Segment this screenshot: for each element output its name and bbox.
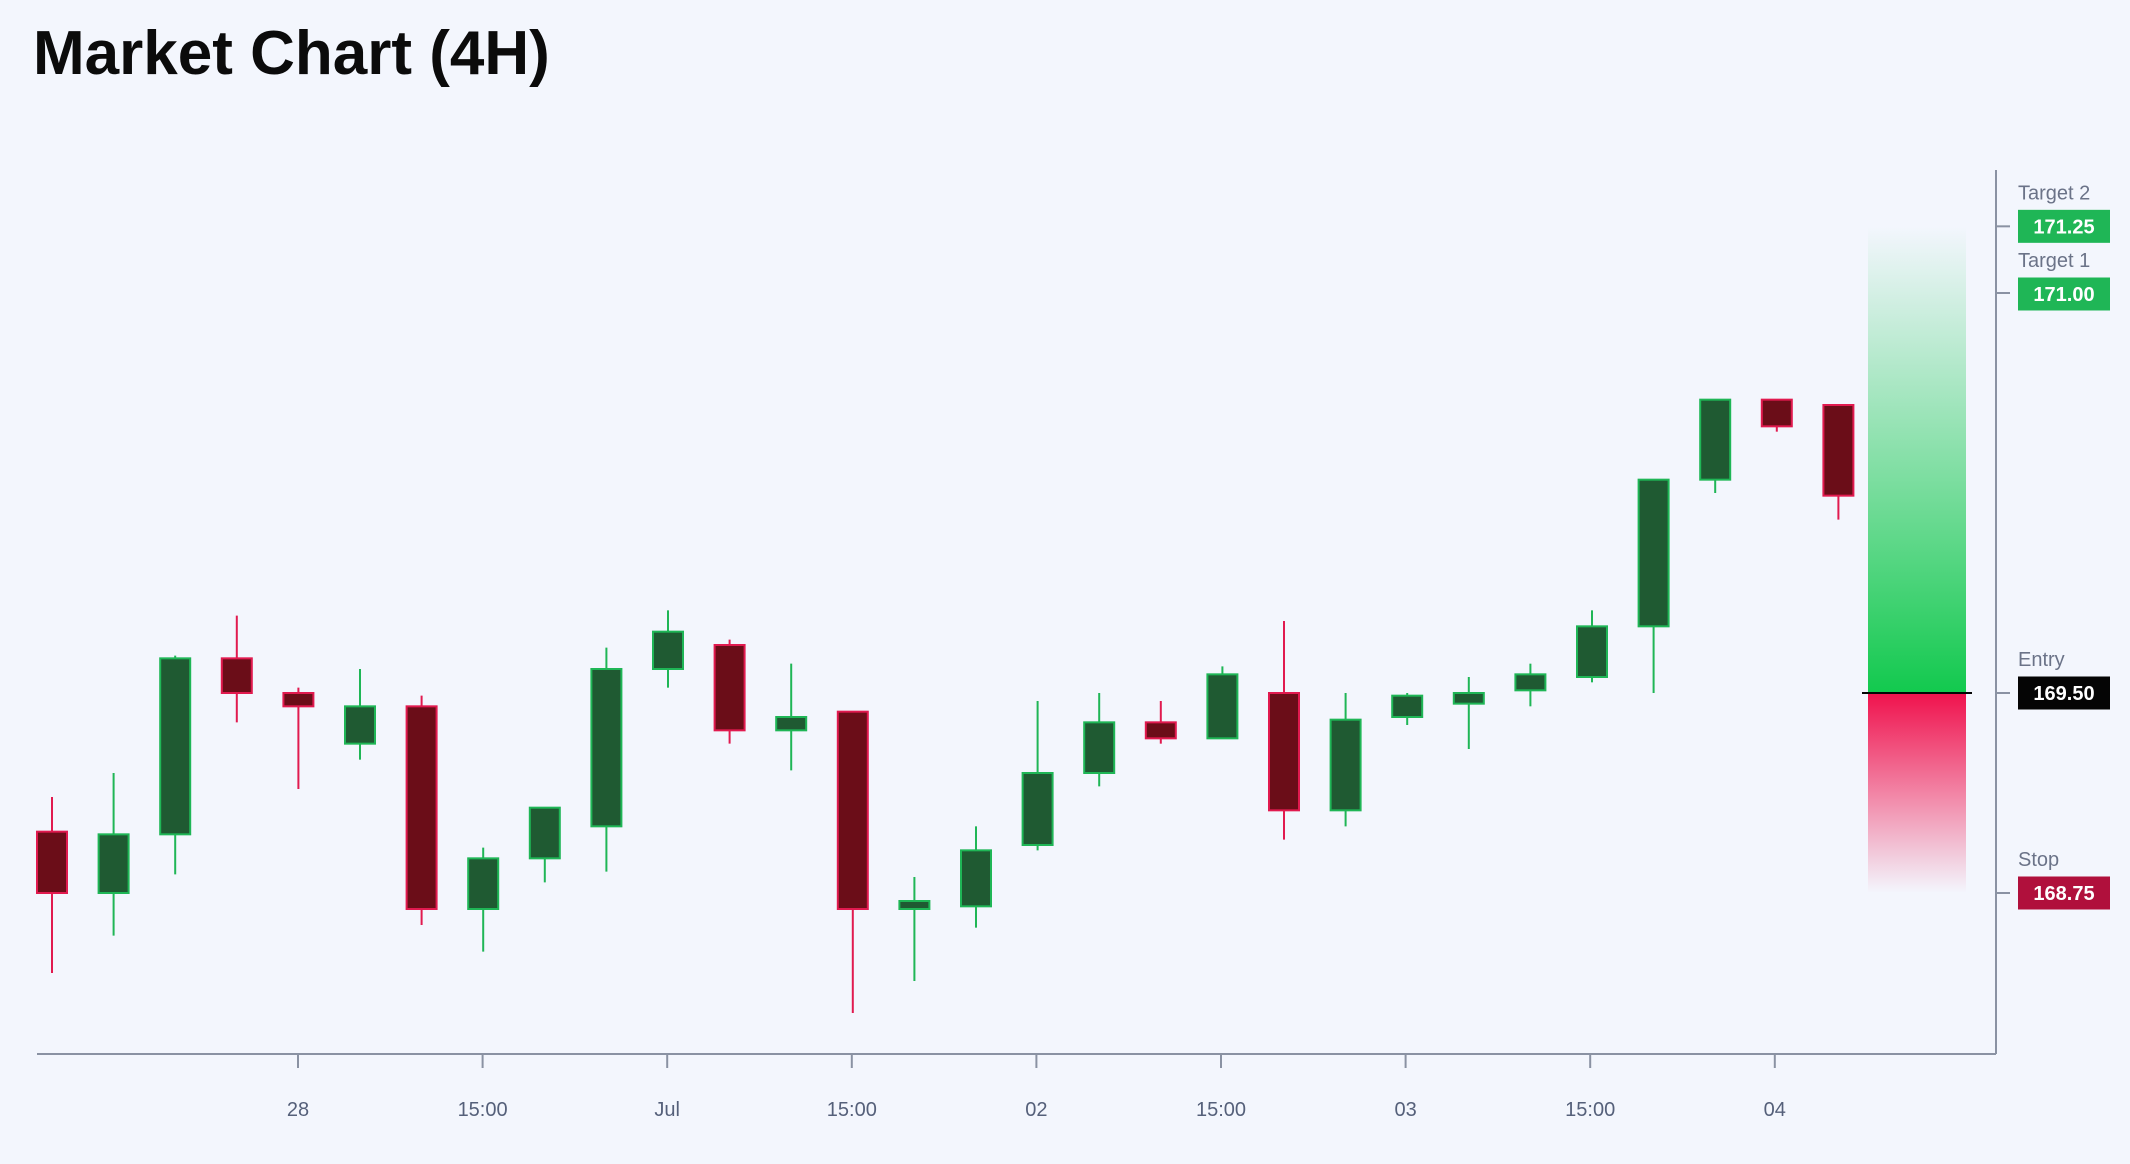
candle-body — [960, 849, 992, 908]
candle-body — [1144, 721, 1177, 740]
level-value: 171.25 — [2033, 216, 2094, 238]
candle — [405, 695, 438, 925]
candle — [1268, 621, 1300, 840]
x-tick-label: 15:00 — [458, 1099, 508, 1121]
candle-body — [528, 806, 561, 860]
candle-body — [1699, 398, 1732, 481]
candle — [1144, 701, 1177, 744]
candle — [1760, 398, 1793, 432]
candle-body — [467, 857, 500, 910]
candle-body — [590, 668, 623, 828]
candle-body — [1329, 718, 1362, 812]
x-tick-label: Jul — [654, 1099, 680, 1121]
candle — [467, 847, 500, 952]
candle — [1699, 398, 1732, 493]
candle — [1452, 677, 1485, 749]
level-target-2: Target 2 171.25 — [1996, 182, 2110, 243]
candle — [528, 806, 561, 883]
candle-body — [405, 705, 438, 910]
candle-body — [1576, 625, 1608, 678]
chart-title: Market Chart (4H) — [33, 19, 550, 88]
level-stop: Stop 168.75 — [1996, 849, 2110, 910]
candle — [590, 647, 623, 872]
candle-body — [898, 900, 931, 910]
candle-body — [159, 657, 192, 836]
x-tick-label: 03 — [1394, 1099, 1416, 1121]
candle-body — [652, 630, 684, 671]
candle — [1576, 610, 1608, 683]
candle-body — [344, 705, 376, 745]
x-tick-label: 15:00 — [1196, 1099, 1246, 1121]
candle-body — [1268, 692, 1300, 812]
level-name: Target 2 — [2018, 182, 2090, 204]
trade-zones — [1868, 226, 1966, 893]
candle — [159, 655, 192, 875]
candle-body — [1206, 673, 1239, 740]
x-tick-label: 04 — [1764, 1099, 1786, 1121]
level-value: 169.50 — [2033, 683, 2094, 705]
levels-group: Target 2 171.25 Target 1 171.00 Entry 169.50 S… — [1862, 182, 2110, 910]
x-tick-label: 15:00 — [827, 1099, 877, 1121]
candle-body — [1822, 404, 1855, 497]
level-badge — [2018, 876, 2110, 910]
candle — [775, 663, 808, 771]
level-target-1: Target 1 171.00 — [1996, 250, 2110, 311]
level-name: Entry — [2018, 649, 2065, 671]
candle — [1637, 478, 1670, 693]
level-entry: Entry 169.50 — [1862, 649, 2110, 710]
candle — [713, 639, 746, 744]
candle — [282, 687, 315, 789]
level-value: 171.00 — [2033, 284, 2094, 306]
stop-zone — [1868, 693, 1966, 893]
x-tick-label: 15:00 — [1565, 1099, 1615, 1121]
level-name: Stop — [2018, 849, 2059, 871]
candle — [1822, 404, 1855, 520]
level-value: 168.75 — [2033, 883, 2094, 905]
candle — [898, 877, 931, 981]
candle — [1206, 666, 1239, 740]
level-name: Target 1 — [2018, 250, 2090, 272]
candle — [836, 710, 869, 1013]
candle-body — [1021, 772, 1054, 846]
candle-body — [713, 644, 746, 732]
axes-group: 28 15:00 Jul 15:00 02 15:00 03 15:00 04 — [37, 170, 1997, 1121]
target-zone — [1868, 226, 1966, 694]
candle — [1514, 663, 1547, 707]
candle-body — [1637, 478, 1670, 628]
candle — [960, 826, 992, 928]
level-badge — [2018, 209, 2110, 243]
candle — [652, 610, 684, 688]
level-badge — [2018, 277, 2110, 311]
candle-body — [1452, 692, 1485, 705]
candle-body — [97, 833, 130, 894]
candle-body — [775, 716, 808, 732]
candle-body — [36, 830, 68, 895]
candle — [344, 669, 376, 760]
candle-body — [1760, 398, 1793, 428]
candles-group — [36, 398, 1855, 1013]
candle-body — [1083, 721, 1116, 774]
candle-body — [282, 692, 315, 708]
candle-body — [220, 657, 253, 694]
x-tick-label: 28 — [287, 1099, 309, 1121]
candle — [36, 797, 68, 973]
candle — [220, 615, 253, 723]
candle — [1391, 693, 1424, 725]
candle-body — [836, 710, 869, 911]
candle — [1083, 693, 1116, 787]
candle-body — [1391, 694, 1424, 719]
candle — [1021, 701, 1054, 851]
x-tick-label: 02 — [1025, 1099, 1047, 1121]
candle — [1329, 693, 1362, 827]
level-badge — [2018, 676, 2110, 710]
candle — [97, 773, 130, 936]
candle-body — [1514, 673, 1547, 692]
